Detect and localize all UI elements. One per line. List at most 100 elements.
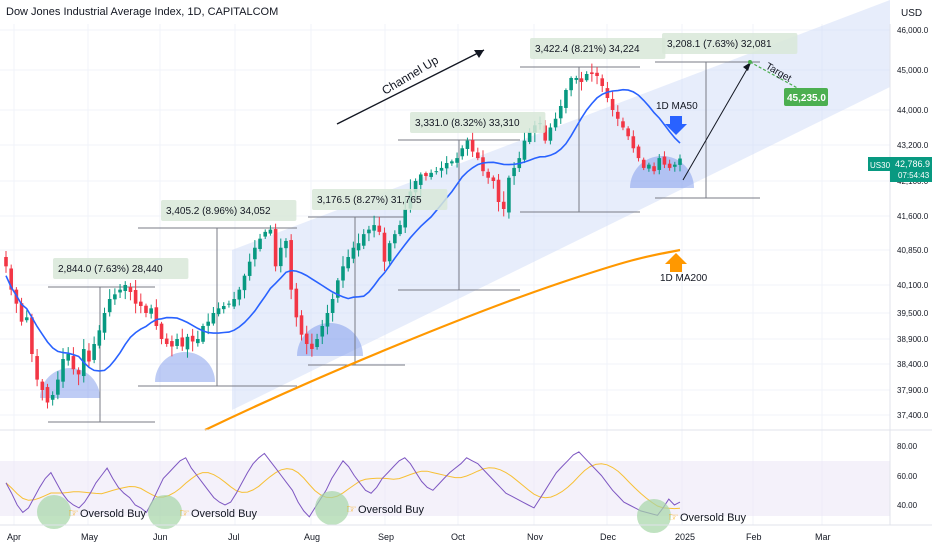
candle-body [180, 337, 185, 347]
time-tick: Nov [527, 532, 544, 542]
time-tick: Oct [451, 532, 466, 542]
candle-body [227, 303, 231, 305]
candle-body [351, 247, 356, 259]
channel-arrow [336, 49, 485, 125]
price-tick: 46,000.0 [897, 26, 929, 35]
candle-body [382, 232, 387, 262]
candle-body [221, 306, 226, 310]
candle-body [481, 157, 485, 172]
measurement-label-box [410, 112, 546, 133]
time-tick: May [81, 532, 99, 542]
candle-body [154, 307, 159, 326]
candle-body [123, 285, 128, 291]
candle-body [662, 156, 667, 165]
candle-body [615, 111, 620, 119]
measurement-label-box [53, 258, 189, 279]
candle-body [652, 166, 656, 172]
candle-body [336, 280, 340, 298]
oversold-circle [637, 499, 671, 533]
oversold-circle [37, 495, 71, 529]
time-tick: Jul [228, 532, 240, 542]
price-tick: 37,900.0 [897, 386, 929, 395]
candle-body [429, 172, 433, 177]
candle-body [118, 289, 122, 293]
countdown: 07:54:43 [898, 171, 930, 180]
candle-body [450, 161, 454, 164]
candle-body [678, 158, 682, 165]
candle-body [66, 354, 71, 361]
candle-body [579, 78, 584, 82]
candle-body [641, 159, 646, 168]
candle-body [185, 336, 190, 350]
candle-body [50, 395, 55, 400]
candle-body [133, 289, 138, 304]
candle-body [97, 330, 102, 346]
candle-body [87, 350, 91, 362]
channel-up-label: Channel Up [379, 53, 441, 98]
candle-body [564, 90, 568, 108]
oversold-label: Oversold Buy [80, 508, 147, 520]
target-dot [748, 60, 752, 64]
candle-body [304, 333, 309, 344]
ma200-line [204, 248, 681, 431]
candle-body [491, 177, 496, 181]
candle-body [512, 167, 516, 177]
price-tick: 41,600.0 [897, 212, 929, 221]
candle-body [71, 356, 76, 370]
series-name: US30 [870, 161, 891, 170]
oversold-hand-icon: ☞ [668, 510, 679, 524]
candle-body [258, 238, 262, 249]
candle-body [299, 315, 304, 335]
currency-label[interactable]: USD [901, 8, 922, 19]
candle-body [35, 356, 39, 380]
candle-body [543, 125, 547, 141]
candle-body [590, 72, 594, 74]
target-value: 45,235.0 [787, 93, 826, 104]
candle-body [584, 74, 589, 81]
price-tick: 43,200.0 [897, 141, 929, 150]
oversold-hand-icon: ☞ [179, 506, 190, 520]
candle-body [206, 321, 210, 326]
candle-body [424, 173, 428, 177]
measurement-label: 3,176.5 (8.27%) 31,765 [317, 195, 422, 206]
candle-body [413, 181, 418, 193]
candle-body [61, 359, 65, 382]
price-tick: 37,400.0 [897, 411, 929, 420]
candle-body [144, 305, 148, 313]
candle-body [403, 209, 408, 228]
time-tick: Mar [815, 532, 831, 542]
rsi-tick: 60.00 [897, 472, 918, 481]
candle-body [574, 78, 579, 80]
candle-body [444, 163, 449, 169]
candle-body [418, 174, 423, 185]
candle-body [164, 338, 169, 344]
candle-body [486, 171, 490, 178]
candle-body [289, 240, 293, 290]
channel-up-band [232, 0, 890, 410]
candle-body [242, 275, 247, 291]
price-tick: 40,850.0 [897, 246, 929, 255]
price-tick: 44,000.0 [897, 106, 929, 115]
candle-body [102, 313, 107, 333]
candle-body [673, 164, 677, 167]
candle-body [621, 121, 625, 128]
candle-body [56, 379, 60, 395]
candle-body [190, 335, 195, 342]
last-price-badge [890, 157, 932, 182]
candle-body [341, 266, 345, 281]
candle-body [527, 131, 532, 142]
candle-body [356, 243, 361, 251]
candle-body [149, 308, 153, 314]
candle-body [610, 98, 615, 110]
candle-body [263, 231, 268, 237]
oversold-label: Oversold Buy [191, 508, 258, 520]
time-tick: Sep [378, 532, 394, 542]
price-tick: 39,500.0 [897, 309, 929, 318]
ma50-arrow [665, 116, 687, 135]
candle-body [346, 257, 350, 269]
price-tick: 40,100.0 [897, 281, 929, 290]
candle-body [45, 387, 50, 403]
support-dome [630, 156, 694, 188]
time-tick: Aug [304, 532, 320, 542]
oversold-circle [315, 491, 349, 525]
